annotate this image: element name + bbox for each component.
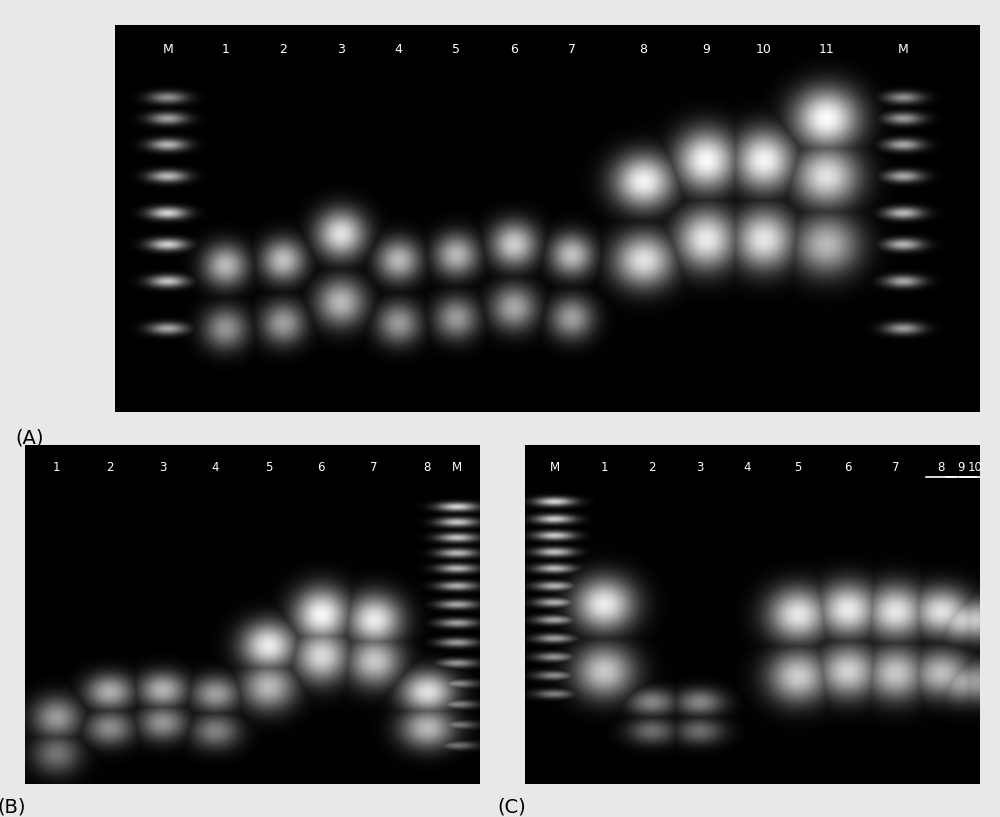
Text: 6: 6 xyxy=(318,461,325,474)
Text: 1: 1 xyxy=(53,461,60,474)
Text: 1: 1 xyxy=(601,461,608,474)
Text: 11: 11 xyxy=(818,43,834,56)
Text: 10: 10 xyxy=(756,43,772,56)
Text: 8: 8 xyxy=(937,461,945,474)
Text: 5: 5 xyxy=(265,461,272,474)
Text: 8: 8 xyxy=(640,43,648,56)
Text: (B): (B) xyxy=(0,798,26,817)
Text: 5: 5 xyxy=(794,461,802,474)
Text: M: M xyxy=(162,43,173,56)
Text: 10: 10 xyxy=(967,461,982,474)
Text: 3: 3 xyxy=(696,461,703,474)
Text: M: M xyxy=(898,43,908,56)
Text: 7: 7 xyxy=(370,461,378,474)
Text: 3: 3 xyxy=(159,461,166,474)
Text: 2: 2 xyxy=(106,461,113,474)
Text: (C): (C) xyxy=(498,798,526,817)
Text: 4: 4 xyxy=(395,43,402,56)
Text: (A): (A) xyxy=(16,428,44,447)
Text: 6: 6 xyxy=(510,43,518,56)
Text: 4: 4 xyxy=(212,461,219,474)
Text: 4: 4 xyxy=(743,461,751,474)
Text: 3: 3 xyxy=(337,43,345,56)
Text: 5: 5 xyxy=(452,43,460,56)
Text: 9: 9 xyxy=(957,461,965,474)
Text: 7: 7 xyxy=(892,461,899,474)
Text: 1: 1 xyxy=(222,43,229,56)
Text: 8: 8 xyxy=(423,461,431,474)
Text: 6: 6 xyxy=(844,461,851,474)
Text: 7: 7 xyxy=(568,43,576,56)
Text: M: M xyxy=(452,461,462,474)
Text: 9: 9 xyxy=(702,43,710,56)
Text: M: M xyxy=(550,461,560,474)
Text: 2: 2 xyxy=(648,461,656,474)
Text: 2: 2 xyxy=(279,43,287,56)
